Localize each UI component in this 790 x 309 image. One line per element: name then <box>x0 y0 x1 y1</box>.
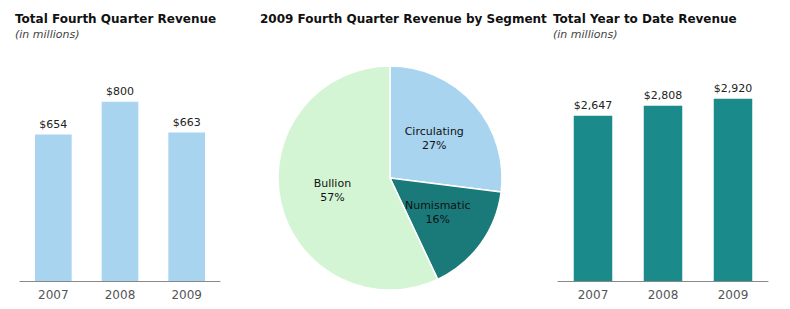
svg-text:16%: 16% <box>426 213 450 226</box>
svg-text:$663: $663 <box>173 116 201 129</box>
svg-text:(in millions): (in millions) <box>15 28 79 41</box>
svg-text:$800: $800 <box>106 85 134 98</box>
svg-text:Numismatic: Numismatic <box>405 199 471 212</box>
svg-text:27%: 27% <box>422 139 446 152</box>
svg-text:Circulating: Circulating <box>405 125 464 138</box>
svg-text:Total Fourth Quarter Revenue: Total Fourth Quarter Revenue <box>15 12 216 26</box>
svg-text:Total Year to Date Revenue: Total Year to Date Revenue <box>553 12 737 26</box>
svg-text:2009: 2009 <box>171 288 202 302</box>
svg-text:57%: 57% <box>320 191 344 204</box>
svg-text:$654: $654 <box>39 118 67 131</box>
svg-text:2007: 2007 <box>578 288 609 302</box>
svg-text:$2,808: $2,808 <box>644 89 683 102</box>
svg-text:$2,920: $2,920 <box>714 82 753 95</box>
svg-text:2008: 2008 <box>648 288 679 302</box>
svg-text:Bullion: Bullion <box>314 177 351 190</box>
svg-text:2009 Fourth Quarter Revenue by: 2009 Fourth Quarter Revenue by Segment <box>260 12 547 26</box>
svg-text:2009: 2009 <box>718 288 749 302</box>
svg-text:2008: 2008 <box>105 288 136 302</box>
svg-text:$2,647: $2,647 <box>574 99 613 112</box>
svg-text:2007: 2007 <box>38 288 69 302</box>
svg-text:(in millions): (in millions) <box>553 28 617 41</box>
